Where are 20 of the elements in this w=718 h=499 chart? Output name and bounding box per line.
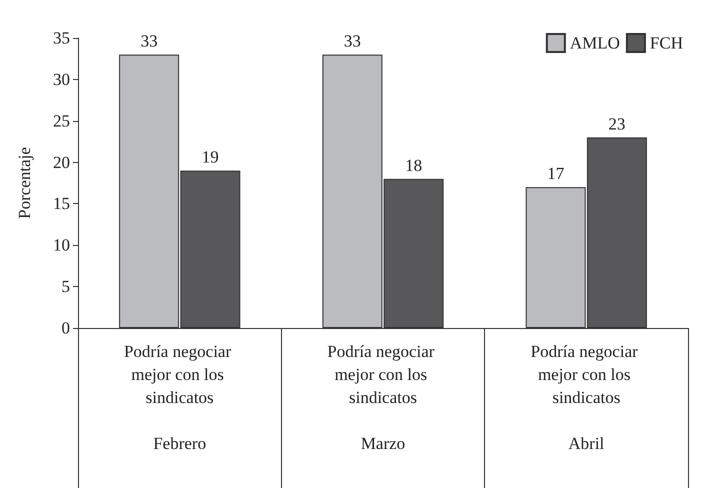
legend-label: AMLO xyxy=(570,34,620,52)
data-label: 17 xyxy=(547,164,565,184)
y-tick-label: 30 xyxy=(53,70,70,89)
y-tick-label: 20 xyxy=(53,152,70,172)
y-tick-label: 10 xyxy=(53,236,70,255)
data-label: 23 xyxy=(608,114,626,134)
data-label: 33 xyxy=(140,32,158,51)
category-label: Podría negociar mejor con los sindicatos Febrero xyxy=(124,342,232,453)
legend-label: FCH xyxy=(650,34,684,52)
data-label: 19 xyxy=(202,148,219,167)
data-label: 33 xyxy=(344,32,361,51)
y-tick-label: 35 xyxy=(53,28,70,48)
category-label: Podría negociar mejor con los sindicatos Marzo xyxy=(327,342,434,453)
y-tick-label: 15 xyxy=(53,194,70,214)
y-tick-label: 25 xyxy=(53,111,70,130)
y-tick-label: 0 xyxy=(62,318,70,338)
y-axis-title: Porcentaje xyxy=(15,147,34,219)
data-label: 18 xyxy=(405,156,422,175)
y-tick-label: 5 xyxy=(62,277,70,296)
category-label: Podría negociar mejor con los sindicatos Abril xyxy=(530,342,638,453)
